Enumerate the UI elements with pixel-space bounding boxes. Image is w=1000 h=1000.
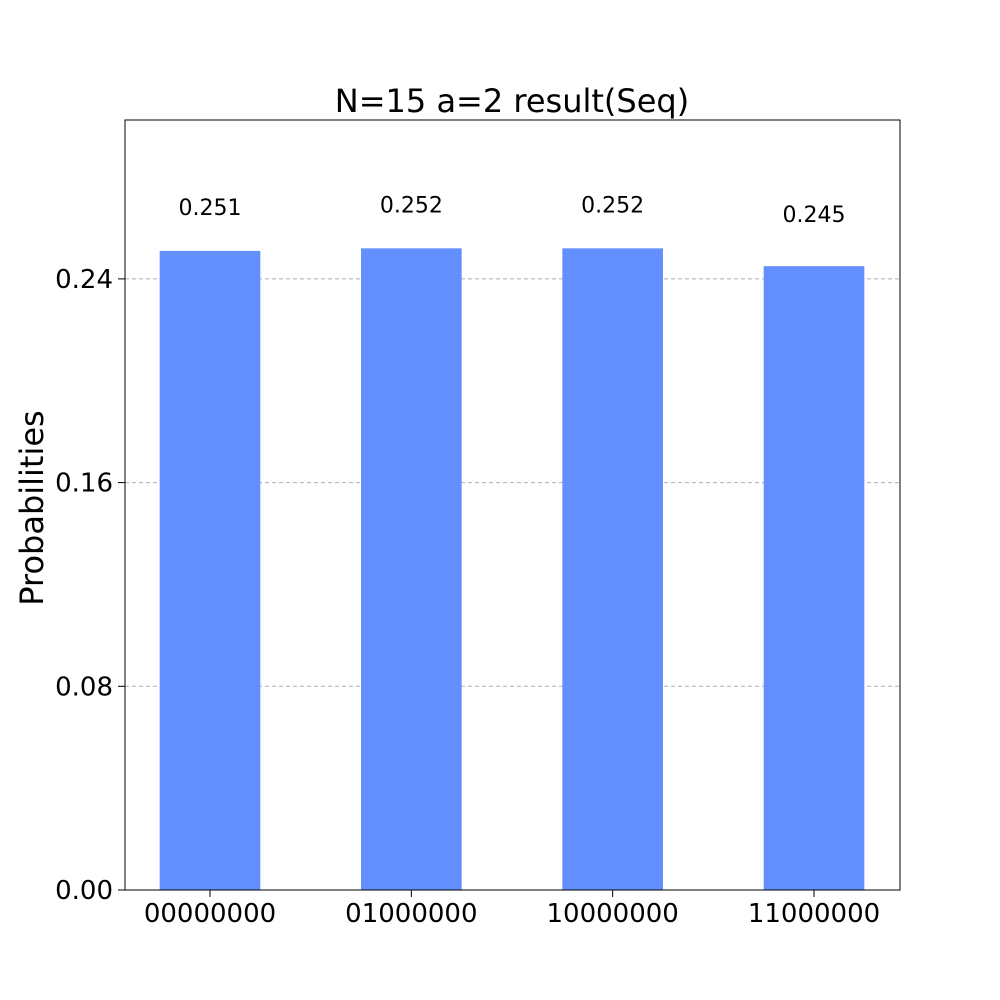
bar-data-label: 0.245: [783, 203, 846, 228]
x-tick-label: 00000000: [144, 899, 276, 929]
y-tick-label: 0.16: [55, 469, 113, 499]
x-tick-label: 10000000: [546, 899, 678, 929]
bars: [159, 248, 865, 891]
y-tick-label: 0.08: [55, 672, 113, 702]
bar: [159, 250, 261, 890]
data-labels: 0.251 0.252 0.252 0.245: [179, 193, 846, 228]
bar-data-label: 0.252: [581, 193, 644, 218]
bar-data-label: 0.252: [380, 193, 443, 218]
bar: [361, 248, 462, 891]
x-tick-label: 11000000: [748, 899, 880, 929]
y-tick-label: 0.00: [55, 876, 113, 906]
y-axis-label: Probabilities: [13, 410, 51, 605]
x-axis-ticks: 00000000 01000000 10000000 11000000: [144, 890, 880, 929]
y-axis-ticks: 0.00 0.08 0.16 0.24: [55, 265, 125, 906]
plot-frame: [124, 119, 901, 891]
x-tick-label: 01000000: [345, 899, 477, 929]
bar: [562, 248, 663, 891]
bar-data-label: 0.251: [179, 196, 242, 221]
y-tick-label: 0.24: [55, 265, 113, 295]
bar: [763, 266, 865, 890]
chart-title: N=15 a=2 result(Seq): [335, 82, 689, 120]
